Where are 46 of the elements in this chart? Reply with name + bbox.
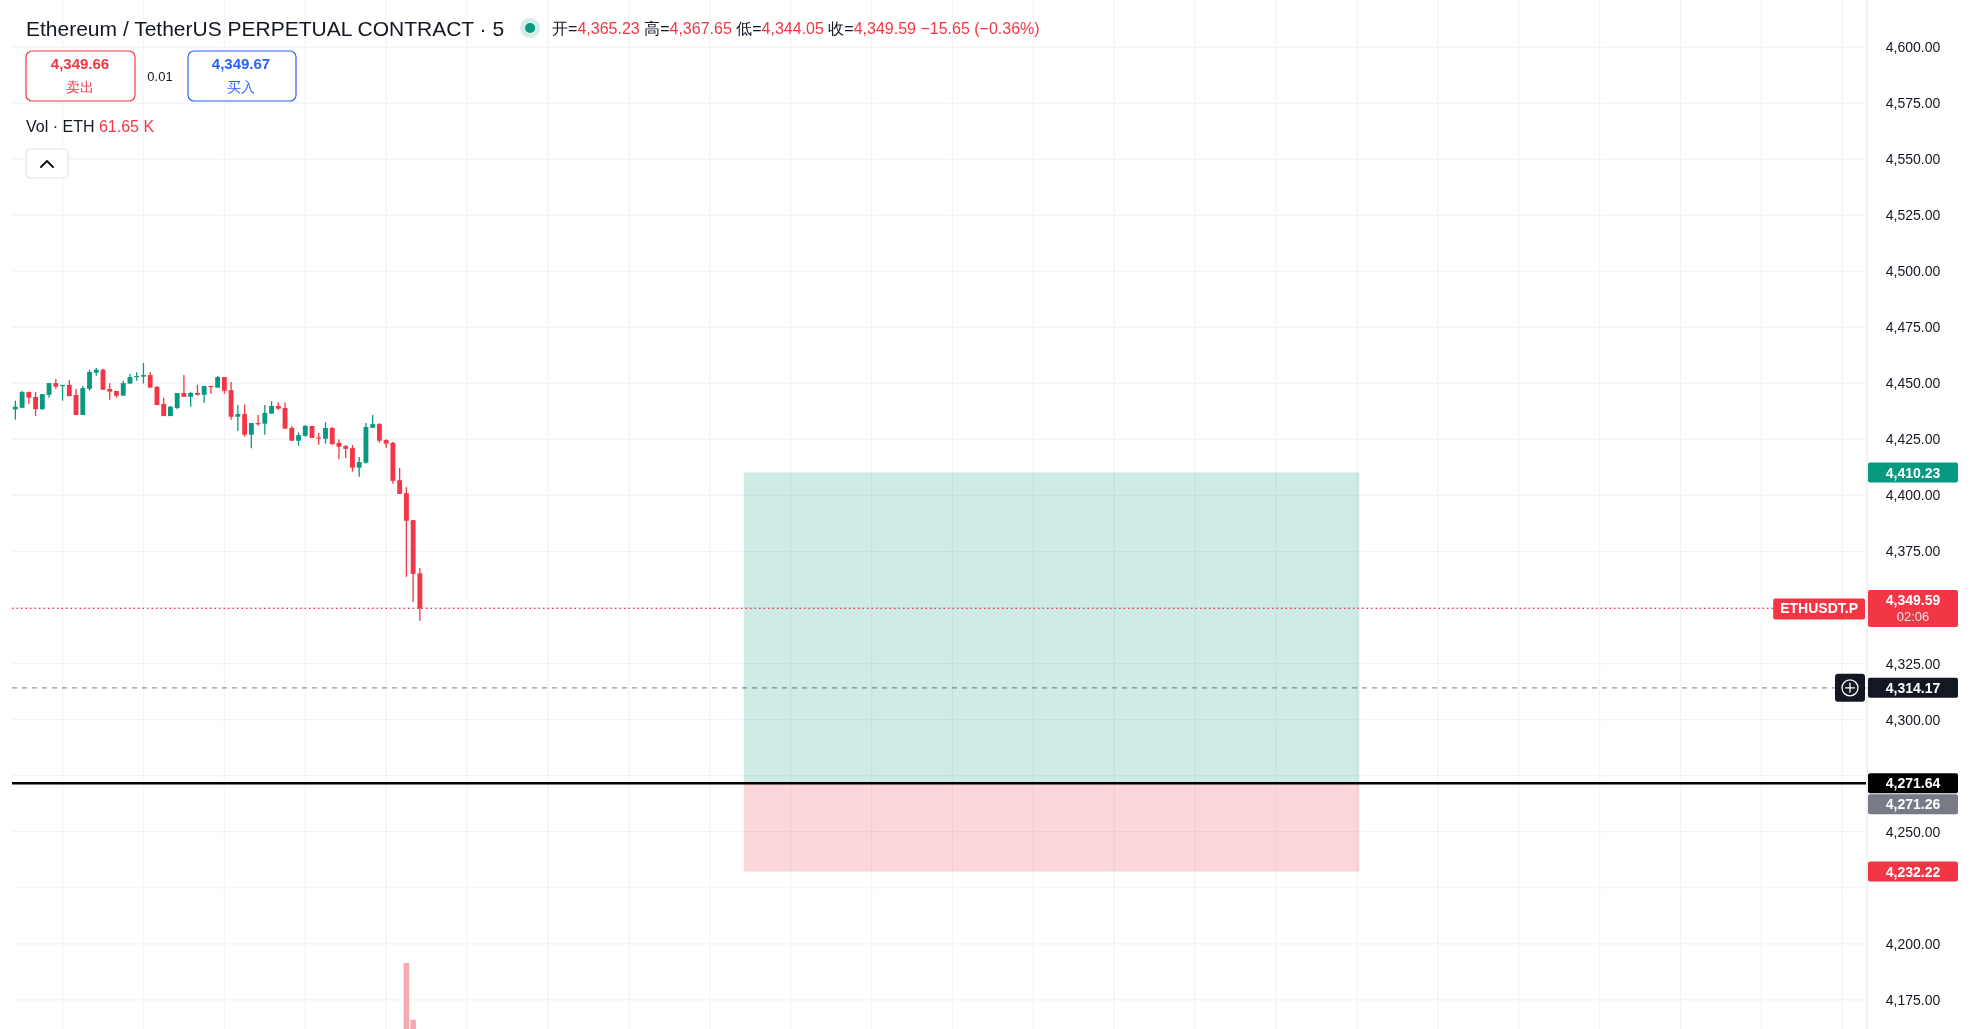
y-tick-label: 4,250.00: [1885, 823, 1941, 840]
y-tick-label: 4,325.00: [1885, 655, 1941, 672]
y-tick-label: 4,575.00: [1885, 95, 1941, 112]
annotation: ETHUSDT.P: [1780, 600, 1858, 617]
y-tick-label: 4,500.00: [1885, 263, 1941, 280]
box-tag: 4,232.22: [1868, 861, 1958, 882]
ref-tag: 4,314.17: [1868, 677, 1958, 698]
ref-tag: 4,271.64: [1868, 773, 1958, 794]
ref-line-label: 4,314.17: [1885, 679, 1941, 696]
candlestick: [248, 422, 254, 449]
y-tick-label: 4,400.00: [1885, 487, 1941, 504]
candlestick: [397, 467, 403, 495]
ref-line-label: 4,271.64: [1885, 775, 1941, 792]
y-tick-label: 4,525.00: [1885, 207, 1941, 224]
candlestick: [377, 422, 382, 444]
candlestick: [87, 369, 92, 392]
annotation: 卖出: [66, 79, 94, 95]
y-tick-label: 4,300.00: [1885, 711, 1941, 728]
candlestick: [141, 362, 146, 385]
candlestick: [242, 403, 248, 438]
candlestick: [33, 391, 39, 417]
y-tick-label: 4,425.00: [1885, 431, 1941, 448]
candlestick: [262, 404, 268, 436]
y-tick-label: 4,375.00: [1885, 543, 1941, 560]
annotation: 4,349.66: [50, 54, 110, 72]
y-tick-label: 4,200.00: [1885, 935, 1941, 952]
candlestick: [323, 421, 328, 445]
candlestick: [350, 444, 355, 473]
y-tick-label: 4,175.00: [1885, 991, 1941, 1008]
candlestick: [356, 456, 362, 478]
y-tick-label: 4,475.00: [1885, 319, 1941, 336]
ref-line-label: 4,349.59 02:06: [1885, 591, 1941, 625]
annotation: Vol · ETH 61.65 K: [26, 117, 155, 135]
candlestick: [181, 374, 187, 398]
header: Ethereum / TetherUS PERPETUAL CONTRACT · 5 开=4,365.23 高=4,367.65 低=4,344.05 收=4,349.59 −15.65 (−0.36%): [26, 16, 1040, 40]
annotation: 4,349.67: [211, 54, 271, 72]
symbol-tag: ETHUSDT.P: [1773, 598, 1865, 620]
y-tick-label: 4,550.00: [1885, 151, 1941, 168]
candlestick: [235, 404, 241, 432]
annotation: 买入: [227, 79, 255, 95]
y-tick-label: 4,600.00: [1885, 39, 1941, 56]
box-tag: 4,410.23: [1868, 462, 1958, 483]
annotation: 0.01: [147, 68, 173, 84]
ref-tag: 4,349.59 02:06: [1868, 589, 1958, 627]
y-tick-label: 4,450.00: [1885, 375, 1941, 392]
entry-tag: 4,271.26: [1868, 794, 1958, 815]
